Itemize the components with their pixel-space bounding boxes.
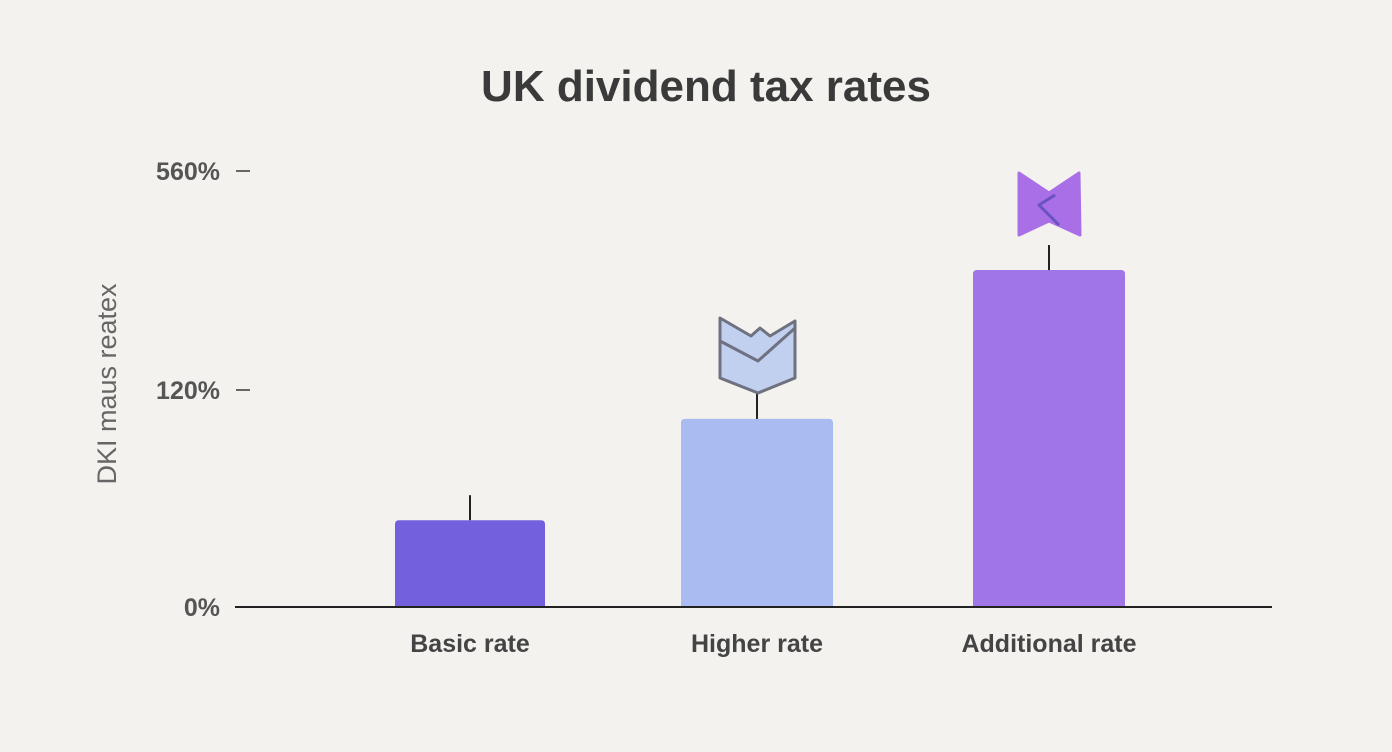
shield-chevron-icon	[718, 316, 797, 395]
bar-additional-rate	[973, 270, 1125, 607]
y-tick-label: 120%	[156, 377, 220, 405]
x-tick-label: Additional rate	[961, 630, 1136, 658]
bar-higher-rate	[681, 418, 833, 607]
y-axis-label: DKI maus reatex	[92, 283, 122, 485]
x-tick-label: Basic rate	[410, 630, 530, 658]
x-tick-label: Higher rate	[691, 630, 823, 658]
bowtie-icon	[1017, 171, 1082, 237]
chart-title: UK dividend tax rates	[481, 62, 931, 111]
y-tick-label: 560%	[156, 158, 220, 186]
bar-basic-rate	[395, 520, 545, 607]
y-tick-label: 0%	[184, 594, 220, 622]
